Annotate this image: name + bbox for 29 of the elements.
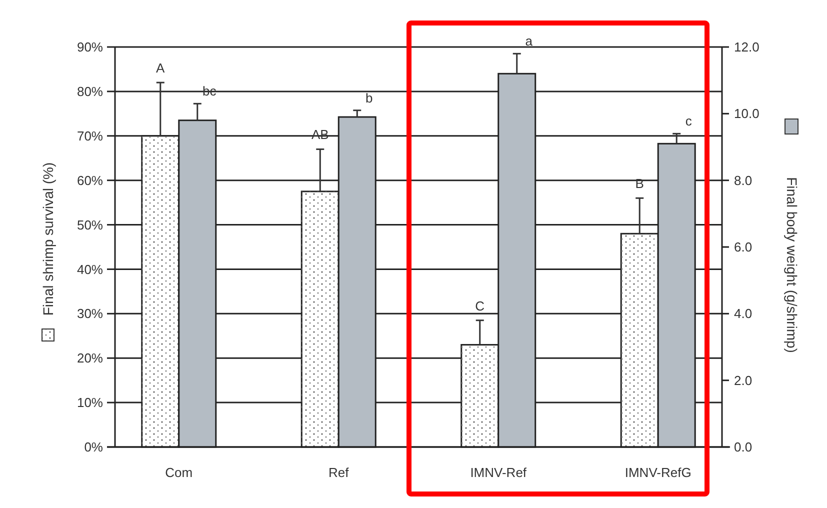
y-tick-label: 20% (76, 350, 104, 366)
y2-tick-label: 6.0 (734, 240, 752, 255)
y-tick-label: 50% (76, 217, 104, 232)
y2-tick-label: 8.0 (734, 172, 752, 188)
y-tick-label: 10% (76, 395, 104, 410)
y2-tick-label: 10.0 (734, 106, 760, 122)
x-tick-label: IMNV-Ref (470, 465, 527, 480)
annotation: a (525, 34, 534, 49)
annotation: b (366, 90, 373, 106)
annotation: B (635, 176, 644, 192)
y-tick-label: 60% (76, 172, 104, 188)
annotation: C (475, 298, 485, 314)
x-tick-label: IMNV-RefG (624, 465, 692, 480)
y-axis-title: Final shrimp survival (%) (40, 162, 56, 316)
y-tick-label: 0% (84, 440, 104, 455)
y-tick-label: 90% (76, 40, 104, 55)
x-tick-label: Com (165, 465, 193, 480)
annotation: c (685, 114, 692, 129)
y2-tick-label: 12.0 (734, 40, 760, 55)
y2-tick-label: 4.0 (734, 306, 752, 322)
y-tick-label: 30% (76, 306, 104, 322)
y-tick-label: 80% (76, 84, 104, 99)
y-tick-label: 40% (76, 262, 104, 277)
y-tick-label: 70% (76, 128, 104, 144)
y2-axis-title: Final body weight (g/shrimp) (784, 177, 800, 353)
y2-tick-label: 2.0 (734, 372, 752, 388)
y2-tick-label: 0.0 (734, 440, 752, 455)
annotation: A (156, 60, 166, 76)
x-tick-label: Ref (328, 465, 350, 480)
